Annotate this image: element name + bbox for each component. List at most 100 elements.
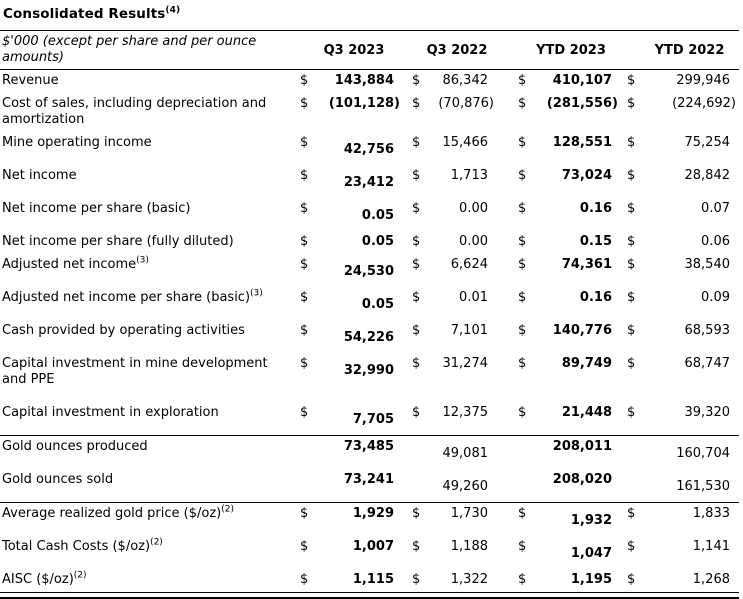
currency-symbol-ytd-2023 — [492, 436, 532, 470]
page-title: Consolidated Results(4) — [3, 6, 743, 22]
currency-symbol-q3-2022: $ — [412, 356, 421, 371]
cell-ytd-2023: 208,020 — [532, 469, 616, 503]
cell-ytd-2023: 0.16 — [532, 287, 616, 320]
currency-symbol-ytd-2023 — [492, 469, 532, 503]
cell-ytd-2022: 160,704 — [646, 436, 739, 470]
cell-q3-2023: 54,226 — [312, 320, 398, 353]
row-label-text: Average realized gold price ($/oz) — [2, 506, 222, 521]
row-label-text: Capital investment in mine development a… — [2, 356, 268, 387]
row-label-text: Adjusted net income — [2, 257, 137, 272]
currency-symbol-q3-2023: $ — [300, 290, 309, 305]
cell-ytd-2023: 1,047 — [532, 536, 616, 569]
cell-value: 0.16 — [579, 201, 612, 216]
cell-value: 12,375 — [442, 405, 489, 420]
currency-symbol-ytd-2022: $ — [627, 234, 636, 249]
currency-symbol-q3-2022: $ — [412, 135, 421, 150]
currency-symbol-q3-2022: $ — [412, 290, 421, 305]
currency-symbol-ytd-2023: $ — [492, 402, 532, 436]
cell-q3-2022: 49,260 — [426, 469, 492, 503]
cell-value: (101,128) — [328, 96, 400, 111]
currency-symbol-ytd-2022: $ — [627, 135, 636, 150]
cell-value: 128,551 — [552, 135, 612, 150]
cell-ytd-2022: 161,530 — [646, 469, 739, 503]
row-footnote-marker: (2) — [73, 570, 87, 581]
cell-value: 24,530 — [343, 264, 394, 279]
cell-value: 32,990 — [343, 363, 394, 378]
table-row: Net income $23,412 $1,713 $73,024 $28,842 — [0, 165, 739, 198]
cell-value: 0.01 — [459, 290, 488, 305]
row-label: Mine operating income — [0, 132, 296, 165]
currency-symbol-q3-2023 — [296, 469, 312, 503]
cell-value: 0.15 — [579, 234, 612, 249]
row-label-text: Net income — [2, 168, 77, 183]
cell-value: 161,530 — [676, 479, 730, 494]
cell-value: 6,624 — [450, 257, 488, 272]
currency-symbol-ytd-2023: $ — [518, 356, 527, 371]
currency-symbol-ytd-2022: $ — [627, 201, 636, 216]
cell-ytd-2022: 1,141 — [646, 536, 739, 569]
cell-q3-2023: 73,241 — [312, 469, 398, 503]
table-row: Net income per share (fully diluted) $0.0… — [0, 231, 739, 254]
currency-symbol-q3-2022: $ — [412, 234, 421, 249]
cell-q3-2023: 0.05 — [312, 231, 398, 254]
cell-value: 0.09 — [701, 290, 730, 305]
cell-value: 1,047 — [570, 546, 612, 561]
cell-q3-2022: (70,876) — [426, 93, 494, 132]
row-footnote-marker: (2) — [221, 504, 234, 515]
cell-value: 38,540 — [684, 257, 731, 272]
row-label-text: Adjusted net income per share (basic) — [2, 290, 251, 305]
row-label: Total Cash Costs ($/oz)(2) — [0, 536, 296, 569]
cell-value: 89,749 — [561, 356, 612, 371]
currency-symbol-ytd-2022: $ — [627, 506, 636, 521]
currency-symbol-q3-2022: $ — [398, 402, 426, 436]
cell-value: 1,268 — [692, 572, 730, 587]
currency-symbol-ytd-2022: $ — [627, 290, 636, 305]
cell-ytd-2022: 0.09 — [646, 287, 739, 320]
currency-symbol-q3-2022: $ — [412, 168, 421, 183]
row-label: Gold ounces produced — [0, 436, 296, 470]
cell-q3-2022: 31,274 — [426, 353, 492, 402]
table-row: Capital investment in mine development a… — [0, 353, 739, 402]
currency-symbol-q3-2022: $ — [398, 569, 426, 593]
cell-q3-2023: 1,007 — [312, 536, 398, 569]
currency-symbol-ytd-2023: $ — [518, 539, 527, 554]
currency-symbol-ytd-2022: $ — [627, 168, 636, 183]
cell-q3-2022: 1,730 — [426, 503, 492, 537]
cell-value: 73,241 — [343, 472, 394, 487]
cell-ytd-2022: (224,692) — [646, 93, 739, 132]
column-header-q3-2023: Q3 2023 — [296, 30, 398, 70]
currency-symbol-q3-2023: $ — [296, 569, 312, 593]
currency-symbol-q3-2023: $ — [300, 135, 309, 150]
row-footnote-marker: (3) — [250, 288, 263, 299]
cell-ytd-2023: 89,749 — [532, 353, 616, 402]
cell-value: 68,593 — [684, 323, 731, 338]
currency-symbol-q3-2023: $ — [300, 234, 309, 249]
table-row: Capital investment in exploration $7,705 $… — [0, 402, 739, 436]
cell-q3-2023: 1,115 — [312, 569, 398, 593]
cell-ytd-2023: 74,361 — [532, 254, 616, 287]
cell-ytd-2023: 208,011 — [532, 436, 616, 470]
page-title-text: Consolidated Results — [3, 6, 166, 22]
cell-ytd-2023: 1,195 — [532, 569, 616, 593]
currency-symbol-ytd-2022 — [616, 469, 646, 503]
cell-value: 49,260 — [442, 479, 489, 494]
cell-ytd-2023: 0.15 — [532, 231, 616, 254]
cell-value: 1,115 — [352, 572, 394, 587]
table-row: Cash provided by operating activities $54… — [0, 320, 739, 353]
cell-value: (224,692) — [672, 96, 736, 111]
cell-value: 208,011 — [552, 439, 612, 454]
currency-symbol-q3-2023: $ — [296, 402, 312, 436]
currency-symbol-ytd-2022: $ — [616, 402, 646, 436]
cell-ytd-2022: 38,540 — [646, 254, 739, 287]
table-body: Revenue $143,884 $86,342 $410,107 $299,946 Co… — [0, 70, 739, 593]
currency-symbol-ytd-2022: $ — [616, 569, 646, 593]
cell-value: 86,342 — [442, 73, 489, 88]
table-row: Adjusted net income(3) $24,530 $6,624 $74,3… — [0, 254, 739, 287]
cell-value: 49,081 — [442, 446, 489, 461]
column-header-ytd-2022: YTD 2022 — [616, 30, 739, 70]
row-label: AISC ($/oz)(2) — [0, 569, 296, 593]
cell-value: 75,254 — [684, 135, 731, 150]
currency-symbol-q3-2022 — [398, 469, 426, 503]
cell-q3-2023: 7,705 — [312, 402, 398, 436]
cell-value: 160,704 — [676, 446, 730, 461]
